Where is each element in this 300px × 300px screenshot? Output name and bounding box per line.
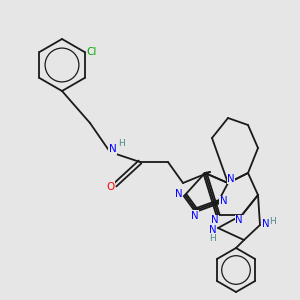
Text: N: N <box>235 215 243 225</box>
Text: N: N <box>227 173 235 184</box>
Text: H: H <box>269 217 276 226</box>
Text: N: N <box>211 215 219 225</box>
Text: O: O <box>106 182 115 191</box>
Text: H: H <box>209 234 216 243</box>
Text: N: N <box>209 225 216 236</box>
Text: N: N <box>191 211 199 221</box>
Text: H: H <box>118 139 125 148</box>
Text: Cl: Cl <box>87 47 97 57</box>
Text: N: N <box>175 189 182 200</box>
Text: N: N <box>220 196 227 206</box>
Text: N: N <box>262 219 269 230</box>
Text: N: N <box>109 144 116 154</box>
